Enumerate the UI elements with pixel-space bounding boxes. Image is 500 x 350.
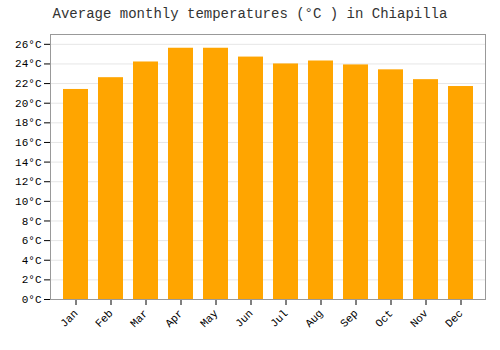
svg-text:18°C: 18°C — [15, 117, 42, 129]
svg-text:May: May — [198, 307, 221, 330]
svg-text:4°C: 4°C — [22, 255, 42, 267]
svg-text:Mar: Mar — [128, 307, 150, 329]
svg-text:Dec: Dec — [443, 307, 465, 329]
svg-text:Jan: Jan — [58, 307, 80, 329]
svg-text:Aug: Aug — [303, 307, 325, 329]
svg-text:22°C: 22°C — [15, 78, 42, 90]
svg-text:24°C: 24°C — [15, 58, 42, 70]
svg-text:8°C: 8°C — [22, 216, 42, 228]
svg-text:Jul: Jul — [268, 307, 290, 329]
svg-text:6°C: 6°C — [22, 235, 42, 247]
svg-text:2°C: 2°C — [22, 274, 42, 286]
svg-text:16°C: 16°C — [15, 137, 42, 149]
svg-text:10°C: 10°C — [15, 196, 42, 208]
svg-text:12°C: 12°C — [15, 176, 42, 188]
html-text:Average monthly temperatures (: Average monthly temperatures (°C ) in Ch… — [52, 6, 448, 22]
svg-text:Nov: Nov — [408, 307, 431, 330]
svg-text:0°C: 0°C — [22, 294, 42, 306]
svg-text:Oct: Oct — [373, 307, 395, 329]
svg-text:Apr: Apr — [163, 307, 185, 329]
svg-text:26°C: 26°C — [15, 39, 42, 51]
svg-text:20°C: 20°C — [15, 98, 42, 110]
svg-text:Sep: Sep — [338, 307, 360, 329]
svg-text:Feb: Feb — [93, 307, 115, 329]
svg-text:Jun: Jun — [233, 307, 255, 329]
svg-text:14°C: 14°C — [15, 157, 42, 169]
